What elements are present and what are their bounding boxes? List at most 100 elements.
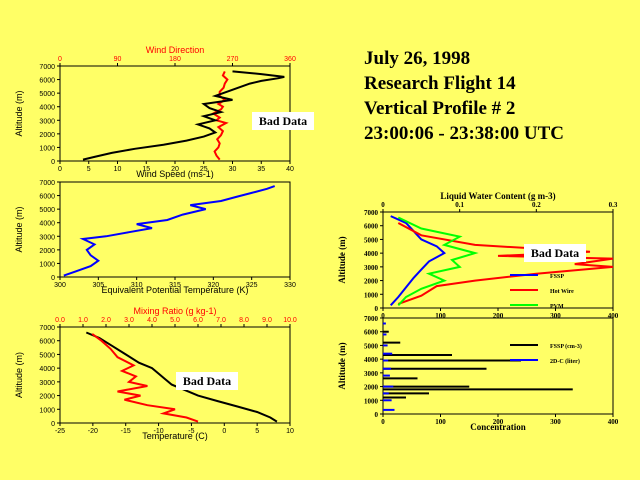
wind-top-tick-label: 180: [169, 56, 181, 63]
temp_mix-annotation: Bad Data: [183, 374, 231, 388]
lwc-ytick-label: 3000: [364, 264, 379, 272]
temp_mix-top-tick-label: 10.0: [283, 317, 297, 324]
wind-ytick-label: 3000: [39, 118, 55, 125]
wind-xtick-label: 15: [142, 166, 150, 173]
temp_mix-xlabel: Temperature (C): [142, 431, 208, 441]
temp_mix-annotation-box: [176, 372, 238, 390]
wind-top-tick-label: 360: [284, 56, 296, 63]
concentration-xtick-label: 100: [435, 418, 446, 426]
lwc-legend-label: FSSP: [550, 274, 564, 280]
lwc-legend-label: Hot Wire: [550, 289, 574, 295]
wind-annotation: Bad Data: [259, 114, 307, 128]
concentration-ytick-label: 1000: [364, 397, 379, 405]
wind-ytick-label: 7000: [39, 64, 55, 71]
temp_mix-xtick-label: -15: [121, 428, 131, 435]
wind-top-tick-label: 90: [114, 56, 122, 63]
wind-xtick-label: 30: [229, 166, 237, 173]
concentration-ylabel: Altitude (m): [337, 342, 347, 389]
flight-date: July 26, 1998: [364, 48, 471, 69]
theta_e-xlabel: Equivalent Potential Temperature (K): [102, 285, 249, 295]
temp_mix-top-tick-label: 8.0: [239, 317, 249, 324]
lwc-ytick-label: 6000: [364, 223, 379, 231]
lwc-top-tick-label: 0.1: [455, 201, 464, 209]
lwc-pvm-line: [397, 216, 479, 306]
flight-info: July 26, 1998 Research Flight 14 Vertica…: [364, 46, 564, 146]
temp_mix-top-tick-label: 6.0: [193, 317, 203, 324]
theta_e-equivalent-potential-temperature-line: [63, 185, 276, 277]
temp_mix-xtick-label: -25: [55, 428, 65, 435]
temp_mix-xtick-label: -20: [88, 428, 98, 435]
concentration-xlabel: Concentration: [470, 422, 526, 432]
concentration-ytick-label: 5000: [364, 342, 379, 350]
theta_e-ytick-label: 3000: [39, 234, 55, 241]
temp_mix-xtick-label: 5: [255, 428, 259, 435]
temp_mix-ylabel: Altitude (m): [14, 352, 24, 398]
wind-xtick-label: 5: [87, 166, 91, 173]
concentration-plot-frame: [382, 317, 614, 415]
temp_mix-top-tick-label: 2.0: [101, 317, 111, 324]
lwc-ytick-label: 0: [375, 305, 379, 313]
temp_mix-top-tick-label: 9.0: [262, 317, 272, 324]
theta_e-xtick-label: 315: [169, 282, 181, 289]
wind-ytick-label: 0: [51, 159, 55, 166]
theta_e-ytick-label: 5000: [39, 207, 55, 214]
theta_e-xtick-label: 310: [131, 282, 143, 289]
temp_mix-xtick-label: 0: [222, 428, 226, 435]
lwc-annotation: Bad Data: [531, 246, 579, 260]
temp_mix-ytick-label: 4000: [39, 366, 55, 373]
lwc-legend-label: PVM: [550, 304, 564, 310]
lwc-ytick-label: 7000: [364, 209, 379, 217]
lwc-top-label: Liquid Water Content (g m-3): [440, 191, 555, 201]
lwc-xtick-label: 300: [550, 312, 561, 320]
concentration-xtick-label: 200: [493, 418, 504, 426]
wind-wind-direction-line: [211, 70, 229, 161]
concentration-ytick-label: 0: [375, 411, 379, 419]
theta_e-ytick-label: 2000: [39, 248, 55, 255]
temp_mix-xtick-label: 10: [286, 428, 294, 435]
wind-ytick-label: 5000: [39, 91, 55, 98]
lwc-xtick-label: 0: [381, 312, 385, 320]
concentration-xtick-label: 300: [550, 418, 561, 426]
theta_e-ylabel: Altitude (m): [14, 206, 24, 252]
wind-top-tick-label: 0: [58, 56, 62, 63]
temp_mix-ytick-label: 0: [51, 421, 55, 428]
profile-number: Vertical Profile # 2: [364, 98, 516, 119]
wind-xlabel: Wind Speed (ms-1): [136, 169, 214, 179]
theta_e-ytick-label: 1000: [39, 261, 55, 268]
temp_mix-top-tick-label: 4.0: [147, 317, 157, 324]
lwc-top-tick-label: 0.2: [532, 201, 541, 209]
lwc-ylabel: Altitude (m): [337, 236, 347, 283]
theta_e-xtick-label: 325: [246, 282, 258, 289]
temp_mix-ytick-label: 2000: [39, 394, 55, 401]
wind-annotation-box: [252, 112, 314, 130]
lwc-hot-wire-line: [397, 222, 614, 305]
wind-xtick-label: 35: [257, 166, 265, 173]
concentration-ytick-label: 4000: [364, 356, 379, 364]
theta_e-ytick-label: 7000: [39, 180, 55, 187]
wind-ytick-label: 4000: [39, 105, 55, 112]
theta_e-ytick-label: 0: [51, 275, 55, 282]
temp_mix-top-tick-label: 7.0: [216, 317, 226, 324]
lwc-top-tick-label: 0: [381, 201, 385, 209]
temp_mix-xtick-label: -10: [154, 428, 164, 435]
lwc-ytick-label: 5000: [364, 236, 379, 244]
wind-wind-speed-line: [82, 70, 285, 161]
temp_mix-ytick-label: 6000: [39, 339, 55, 346]
concentration-ytick-label: 3000: [364, 370, 379, 378]
concentration-legend-label: 2D-C (liter): [550, 358, 580, 365]
theta_e-xtick-label: 320: [207, 282, 219, 289]
lwc-annotation-box: [524, 244, 586, 262]
wind-ylabel: Altitude (m): [14, 90, 24, 136]
temp_mix-top-tick-label: 3.0: [124, 317, 134, 324]
concentration-ytick-label: 6000: [364, 329, 379, 337]
temp_mix-ytick-label: 5000: [39, 352, 55, 359]
lwc-xtick-label: 100: [435, 312, 446, 320]
lwc-top-tick-label: 0.3: [609, 201, 618, 209]
temp_mix-ytick-label: 1000: [39, 407, 55, 414]
wind-top-label: Wind Direction: [146, 45, 205, 55]
wind-xtick-label: 25: [200, 166, 208, 173]
flight-number: Research Flight 14: [364, 73, 516, 94]
theta_e-ytick-label: 4000: [39, 221, 55, 228]
theta_e-xtick-label: 300: [54, 282, 66, 289]
